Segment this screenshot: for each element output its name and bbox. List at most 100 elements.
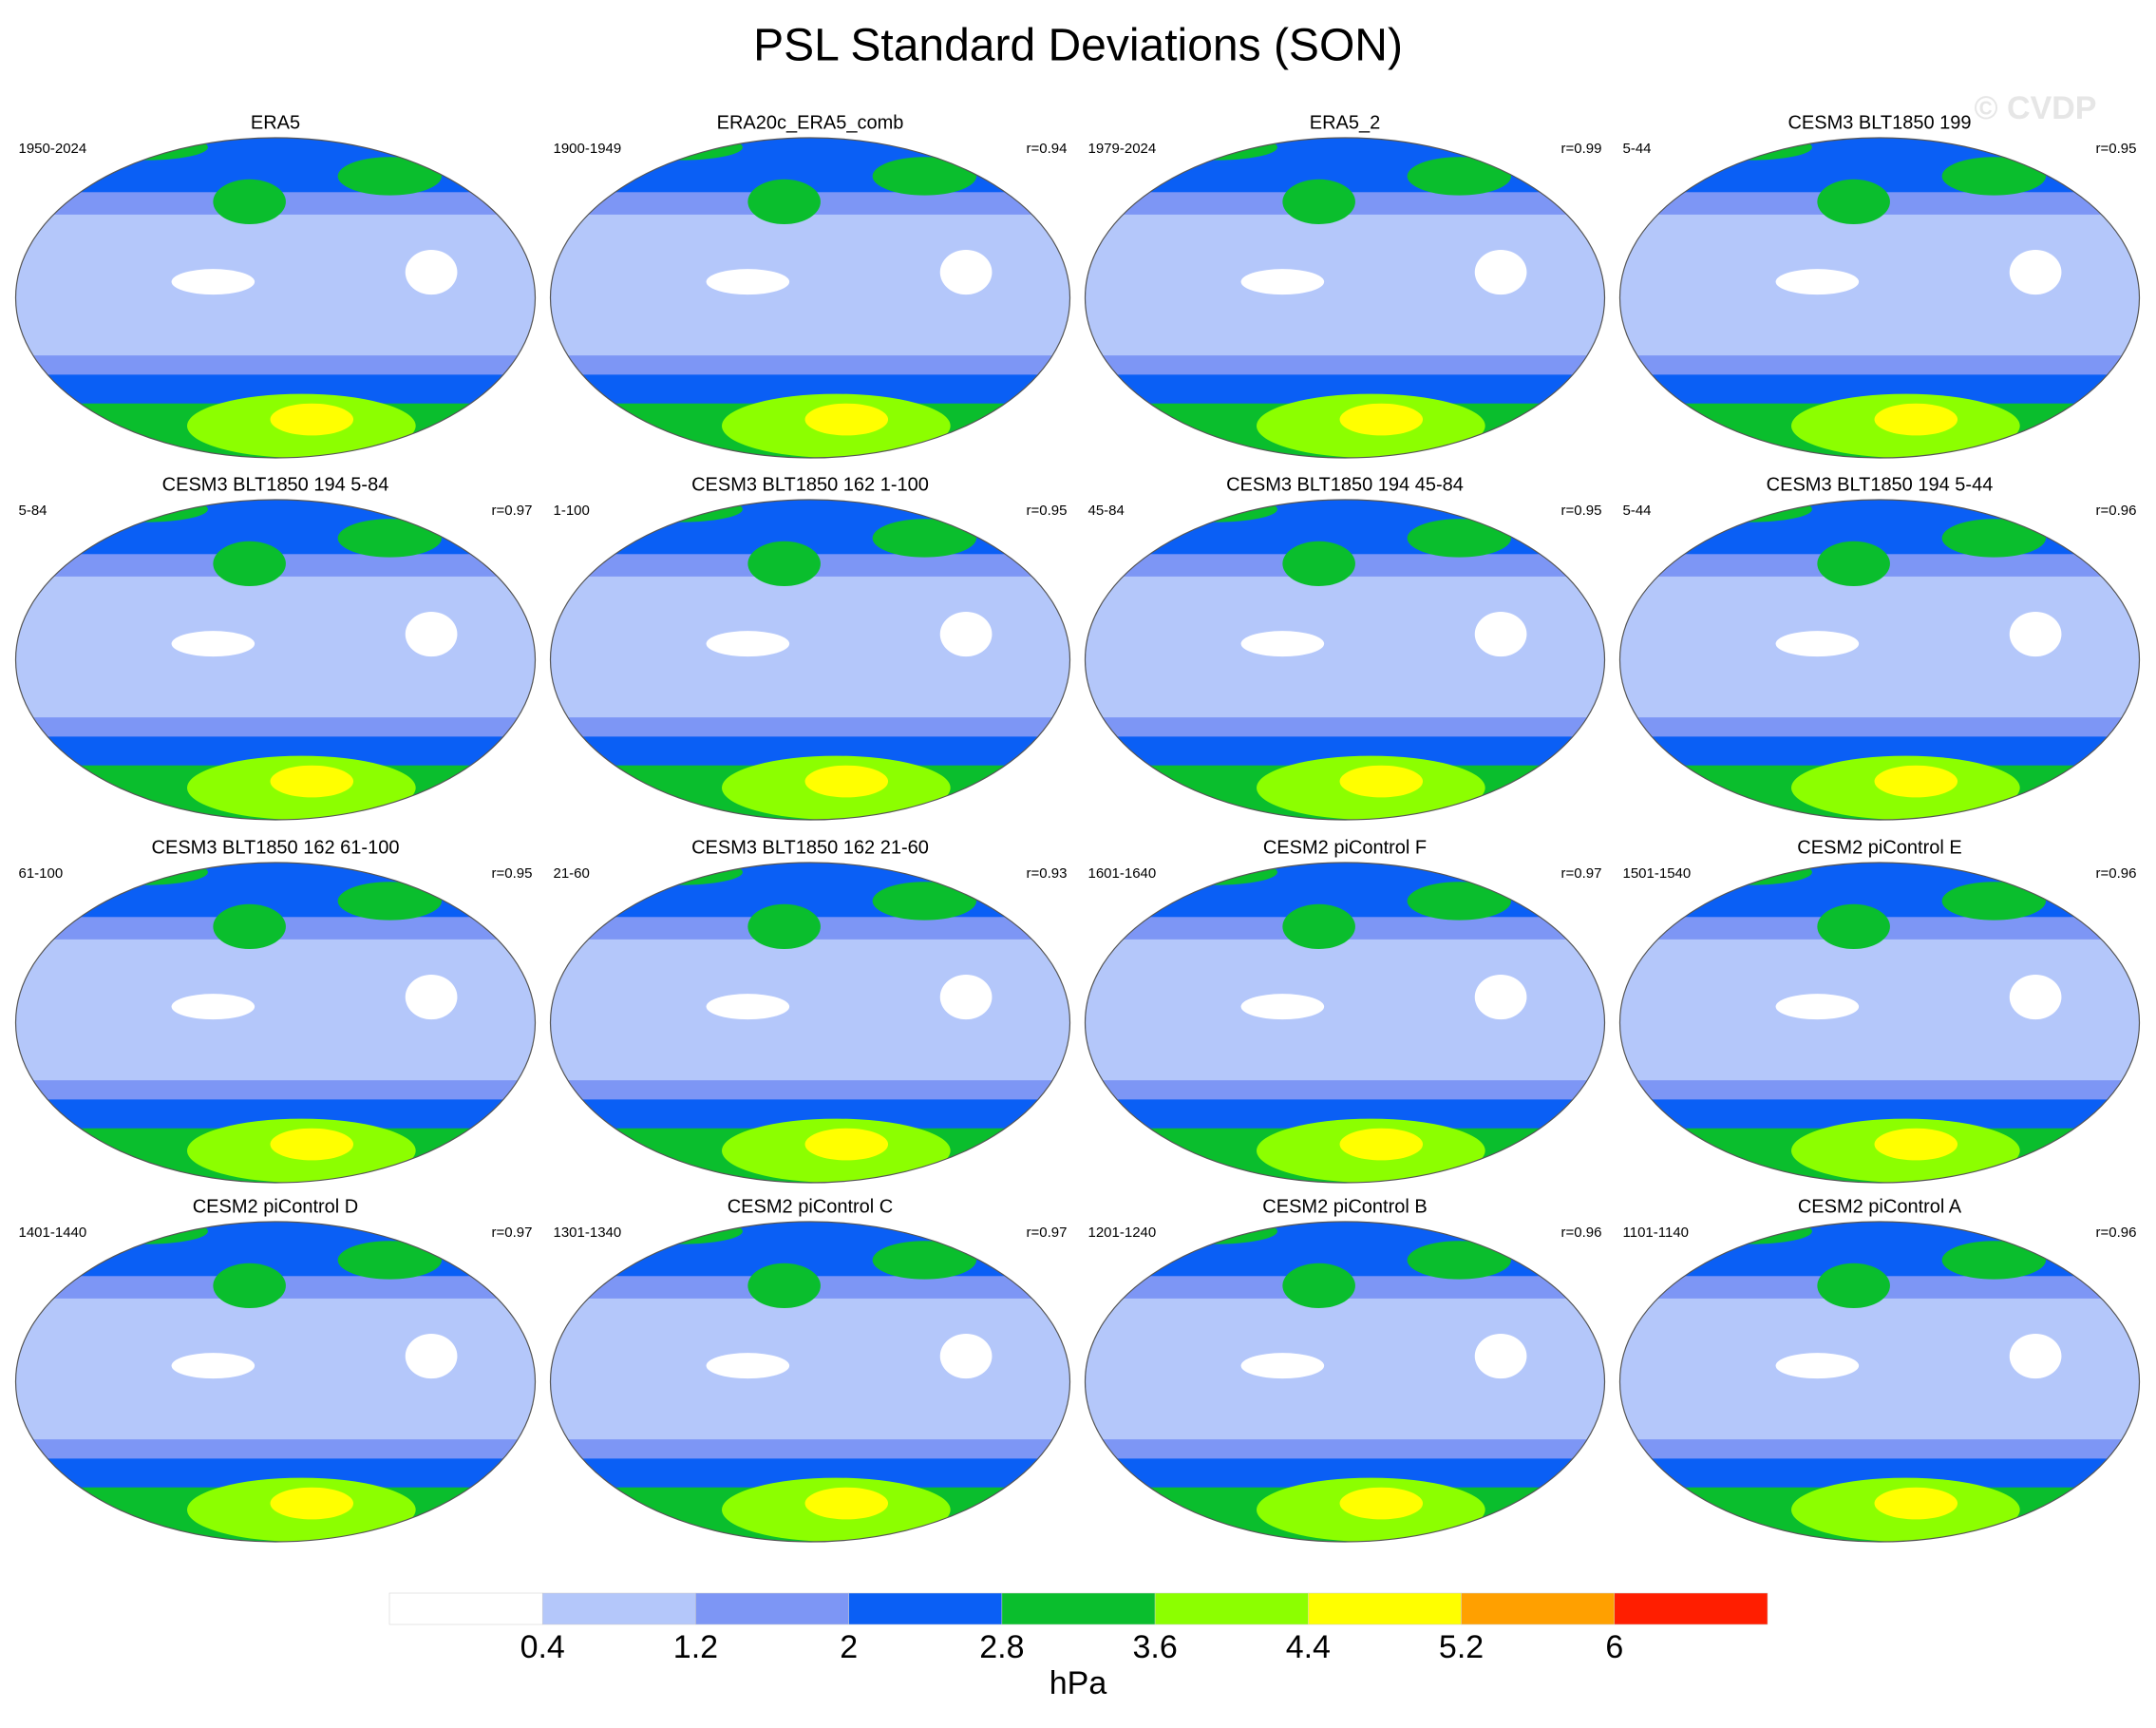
field-patch <box>1282 903 1355 949</box>
panel-correlation: r=0.95 <box>492 865 533 882</box>
map-outline <box>1618 862 2141 1184</box>
field-patch <box>1474 974 1527 1020</box>
watermark: © CVDP <box>1975 90 2097 126</box>
map-outline <box>14 499 537 821</box>
field-patch <box>804 1128 889 1161</box>
field-patch <box>337 157 443 196</box>
panel-period: 21-60 <box>554 865 590 882</box>
map-outline <box>549 137 1071 459</box>
panel-period: 1601-1640 <box>1088 865 1157 882</box>
field-patch <box>747 903 821 949</box>
field-patch <box>1407 1241 1512 1280</box>
field-patch <box>1775 269 1860 295</box>
field-patch <box>872 1241 977 1280</box>
field-patch <box>706 1353 790 1379</box>
panel-correlation: r=0.93 <box>1027 865 1068 882</box>
map-panel: CESM2 piControl D 1401-1440 r=0.97 <box>14 1196 537 1543</box>
map-outline <box>1084 137 1606 459</box>
colorbar-box <box>848 1592 1003 1625</box>
colorbar-box <box>1614 1592 1768 1625</box>
map-outline <box>549 862 1071 1184</box>
panel-period: 1900-1949 <box>554 141 622 157</box>
field-patch <box>939 249 993 295</box>
field-patch <box>270 1128 354 1161</box>
field-patch <box>1240 269 1325 295</box>
field-patch <box>872 882 977 921</box>
colorbar-label: 3.6 <box>1132 1629 1177 1665</box>
field-patch <box>747 1263 821 1308</box>
panel-correlation: r=0.97 <box>492 1225 533 1241</box>
field-patch <box>270 765 354 798</box>
field-patch <box>270 403 354 436</box>
field-patch <box>1282 541 1355 586</box>
field-patch <box>1817 179 1890 224</box>
colorbar-box <box>695 1592 849 1625</box>
map-panel: CESM3 BLT1850 162 21-60 21-60 r=0.93 <box>549 837 1071 1184</box>
field-patch <box>2009 611 2062 657</box>
map-field <box>1085 500 1605 820</box>
field-patch <box>1339 1128 1424 1161</box>
colorbar-label: 4.4 <box>1286 1629 1331 1665</box>
panel-correlation: r=0.95 <box>1561 503 1602 519</box>
panel-title: ERA20c_ERA5_comb <box>717 112 904 133</box>
field-patch <box>1874 765 1958 798</box>
panel-title: ERA5_2 <box>1310 112 1381 133</box>
panel-correlation: r=0.96 <box>2096 1225 2137 1241</box>
panel-period: 1501-1540 <box>1623 865 1692 882</box>
map-panel: ERA5 1950-2024 <box>14 112 537 459</box>
map-field <box>550 138 1070 458</box>
map-panel: CESM3 BLT1850 162 1-100 1-100 r=0.95 <box>549 474 1071 821</box>
map-outline <box>1618 137 2141 459</box>
field-patch <box>213 179 286 224</box>
panel-title: CESM2 piControl D <box>193 1196 359 1217</box>
map-outline <box>549 499 1071 821</box>
colorbar-box <box>541 1592 696 1625</box>
field-patch <box>804 765 889 798</box>
field-patch <box>2009 974 2062 1020</box>
field-patch <box>171 1353 255 1379</box>
panel-period: 1401-1440 <box>19 1225 87 1241</box>
field-patch <box>270 1487 354 1520</box>
colorbar-box <box>1001 1592 1156 1625</box>
panel-title: CESM3 BLT1850 162 21-60 <box>691 837 929 858</box>
field-patch <box>2009 1333 2062 1379</box>
field-patch <box>1874 1128 1958 1161</box>
colorbar-box <box>1154 1592 1309 1625</box>
panel-period: 1301-1340 <box>554 1225 622 1241</box>
panel-title: CESM3 BLT1850 162 1-100 <box>691 474 929 495</box>
field-patch <box>1407 157 1512 196</box>
field-patch <box>1817 1263 1890 1308</box>
panel-title: CESM2 piControl C <box>728 1196 894 1217</box>
field-patch <box>1941 882 2047 921</box>
field-patch <box>337 882 443 921</box>
map-panel: CESM3 BLT1850 194 5-84 5-84 r=0.97 <box>14 474 537 821</box>
panel-title: CESM2 piControl F <box>1263 837 1427 858</box>
field-patch <box>1339 403 1424 436</box>
colorbar-box <box>1461 1592 1616 1625</box>
field-patch <box>1407 519 1512 558</box>
map-panel: CESM2 piControl E 1501-1540 r=0.96 <box>1618 837 2141 1184</box>
panel-correlation: r=0.95 <box>2096 141 2137 157</box>
panel-title: ERA5 <box>251 112 300 133</box>
panel-period: 5-84 <box>19 503 47 519</box>
map-outline <box>549 1221 1071 1543</box>
field-patch <box>1775 631 1860 657</box>
panel-period: 1950-2024 <box>19 141 87 157</box>
map-panel: CESM3 BLT1850 162 61-100 61-100 r=0.95 <box>14 837 537 1184</box>
field-patch <box>706 631 790 657</box>
field-patch <box>747 179 821 224</box>
map-panel: ERA5_2 1979-2024 r=0.99 <box>1084 112 1606 459</box>
field-patch <box>405 1333 458 1379</box>
field-patch <box>872 519 977 558</box>
field-patch <box>1240 631 1325 657</box>
map-field <box>550 1222 1070 1542</box>
field-patch <box>804 403 889 436</box>
field-patch <box>337 519 443 558</box>
colorbar-box <box>388 1592 543 1625</box>
field-patch <box>1474 611 1527 657</box>
colorbar-label: 0.4 <box>520 1629 565 1665</box>
panel-correlation: r=0.99 <box>1561 141 1602 157</box>
panel-period: 1201-1240 <box>1088 1225 1157 1241</box>
field-patch <box>1941 157 2047 196</box>
